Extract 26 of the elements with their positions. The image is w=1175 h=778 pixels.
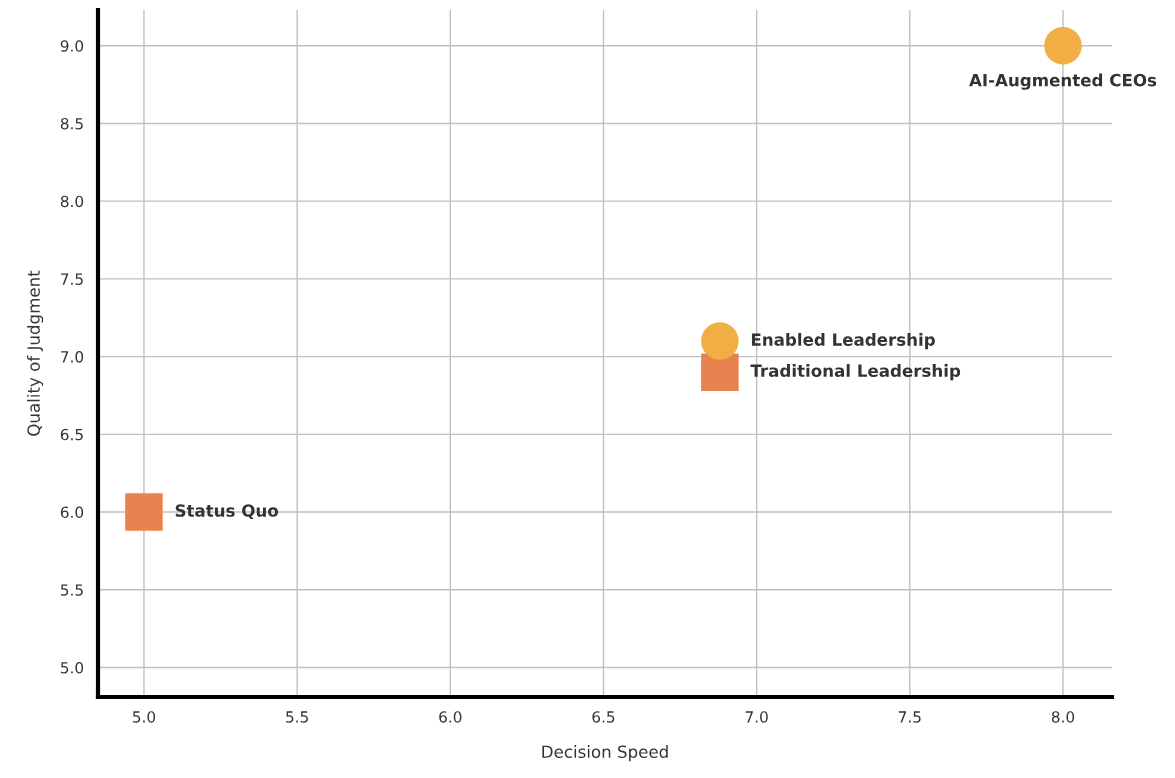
y-tick-label: 6.5 bbox=[60, 428, 83, 441]
x-tick-label: 6.5 bbox=[592, 711, 615, 723]
y-tick-label: 5.5 bbox=[60, 584, 83, 596]
point bbox=[701, 353, 739, 391]
x-tick-label: 7.5 bbox=[898, 711, 921, 723]
x-axis-title: Decision Speed bbox=[542, 745, 668, 762]
annotation: Status Quo bbox=[175, 504, 279, 520]
x-tick-label: 8.0 bbox=[1051, 711, 1075, 723]
x-tick-label: 7.0 bbox=[745, 711, 768, 723]
x-tick-label: 6.0 bbox=[439, 711, 462, 723]
y-axis-title: Quality of Judgment bbox=[27, 270, 44, 436]
y-tick-label: 8.0 bbox=[60, 195, 84, 208]
y-tick-label: 8.5 bbox=[60, 117, 83, 130]
point bbox=[125, 493, 163, 531]
annotation: Enabled Leadership bbox=[751, 333, 935, 350]
y-tick-label: 6.0 bbox=[60, 506, 84, 519]
y-tick-label: 5.0 bbox=[60, 661, 84, 674]
annotation: Traditional Leadership bbox=[750, 364, 961, 381]
annotation: AI-Augmented CEOs bbox=[969, 73, 1157, 90]
y-tick-label: 9.0 bbox=[60, 40, 84, 52]
y-tick-label: 7.0 bbox=[61, 351, 84, 363]
x-tick-label: 5.0 bbox=[132, 711, 156, 723]
point bbox=[1044, 27, 1082, 65]
y-tick-label: 7.5 bbox=[61, 273, 83, 285]
point bbox=[701, 322, 739, 360]
x-tick-label: 5.5 bbox=[286, 711, 308, 723]
